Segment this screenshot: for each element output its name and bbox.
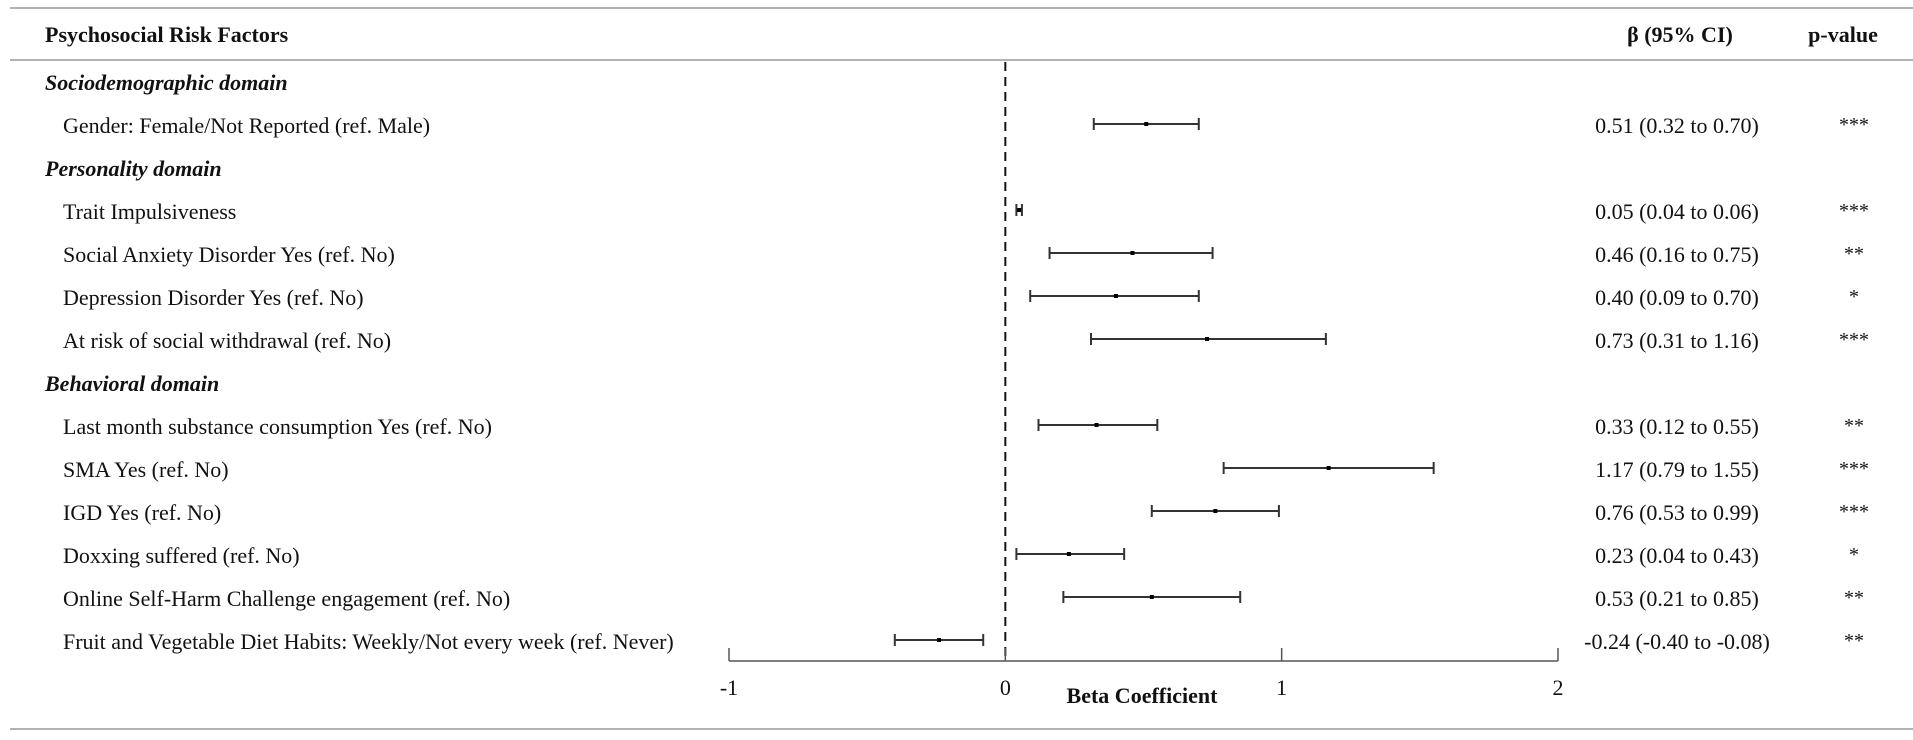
beta-ci-value: 0.46 (0.16 to 0.75): [1595, 242, 1759, 267]
row-label: Online Self-Harm Challenge engagement (r…: [63, 586, 510, 611]
rows-layer: Sociodemographic domain Gender: Female/No…: [44, 70, 1869, 654]
row-label: Social Anxiety Disorder Yes (ref. No): [63, 242, 395, 267]
beta-point: [1213, 509, 1218, 513]
marks-layer: [893, 62, 1435, 661]
row-label: Trait Impulsiveness: [63, 199, 236, 224]
beta-point: [1144, 122, 1149, 126]
row-label: IGD Yes (ref. No): [63, 500, 221, 525]
p-value-stars: **: [1844, 587, 1864, 609]
row-label: SMA Yes (ref. No): [63, 457, 229, 482]
x-tick-label: 2: [1553, 675, 1564, 700]
beta-ci-value: 0.40 (0.09 to 0.70): [1595, 285, 1759, 310]
domain-heading: Sociodemographic domain: [45, 70, 288, 95]
beta-point: [1017, 208, 1022, 212]
x-axis-title: Beta Coefficient: [1067, 683, 1219, 708]
beta-point: [1149, 595, 1154, 599]
beta-point: [1094, 423, 1099, 427]
p-value-stars: ***: [1839, 458, 1869, 480]
header-beta-ci: β (95% CI): [1627, 22, 1733, 47]
p-value-stars: *: [1849, 544, 1859, 566]
beta-ci-value: 1.17 (0.79 to 1.55): [1595, 457, 1759, 482]
row-label: Gender: Female/Not Reported (ref. Male): [63, 113, 430, 138]
header-factors: Psychosocial Risk Factors: [45, 22, 289, 47]
beta-point: [1130, 251, 1135, 255]
beta-ci-value: 0.05 (0.04 to 0.06): [1595, 199, 1759, 224]
beta-point: [1113, 294, 1118, 298]
domain-heading: Behavioral domain: [44, 371, 219, 396]
beta-ci-value: 0.53 (0.21 to 0.85): [1595, 586, 1759, 611]
x-tick-label: 0: [1000, 675, 1011, 700]
row-label: Fruit and Vegetable Diet Habits: Weekly/…: [63, 629, 674, 654]
beta-ci-value: 0.76 (0.53 to 0.99): [1595, 500, 1759, 525]
p-value-stars: *: [1849, 286, 1859, 308]
row-label: Depression Disorder Yes (ref. No): [63, 285, 364, 310]
beta-ci-value: 0.23 (0.04 to 0.43): [1595, 543, 1759, 568]
row-label: Last month substance consumption Yes (re…: [63, 414, 492, 439]
x-tick-label: 1: [1276, 675, 1287, 700]
beta-ci-value: 0.51 (0.32 to 0.70): [1595, 113, 1759, 138]
beta-ci-value: 0.33 (0.12 to 0.55): [1595, 414, 1759, 439]
p-value-stars: **: [1844, 630, 1864, 652]
beta-point: [1205, 337, 1210, 341]
x-axis: -1 0 1 2: [720, 648, 1564, 700]
beta-point: [1066, 552, 1071, 556]
beta-point: [1326, 466, 1331, 470]
p-value-stars: ***: [1839, 200, 1869, 222]
beta-ci-value: 0.73 (0.31 to 1.16): [1595, 328, 1759, 353]
x-tick-label: -1: [720, 675, 738, 700]
p-value-stars: **: [1844, 243, 1864, 265]
p-value-stars: ***: [1839, 329, 1869, 351]
p-value-stars: ***: [1839, 114, 1869, 136]
p-value-stars: ***: [1839, 501, 1869, 523]
domain-heading: Personality domain: [44, 156, 222, 181]
row-label: At risk of social withdrawal (ref. No): [63, 328, 391, 353]
row-label: Doxxing suffered (ref. No): [63, 543, 300, 568]
beta-point: [937, 638, 942, 642]
beta-ci-value: -0.24 (-0.40 to -0.08): [1584, 629, 1770, 654]
header-p-value: p-value: [1808, 22, 1878, 47]
p-value-stars: **: [1844, 415, 1864, 437]
